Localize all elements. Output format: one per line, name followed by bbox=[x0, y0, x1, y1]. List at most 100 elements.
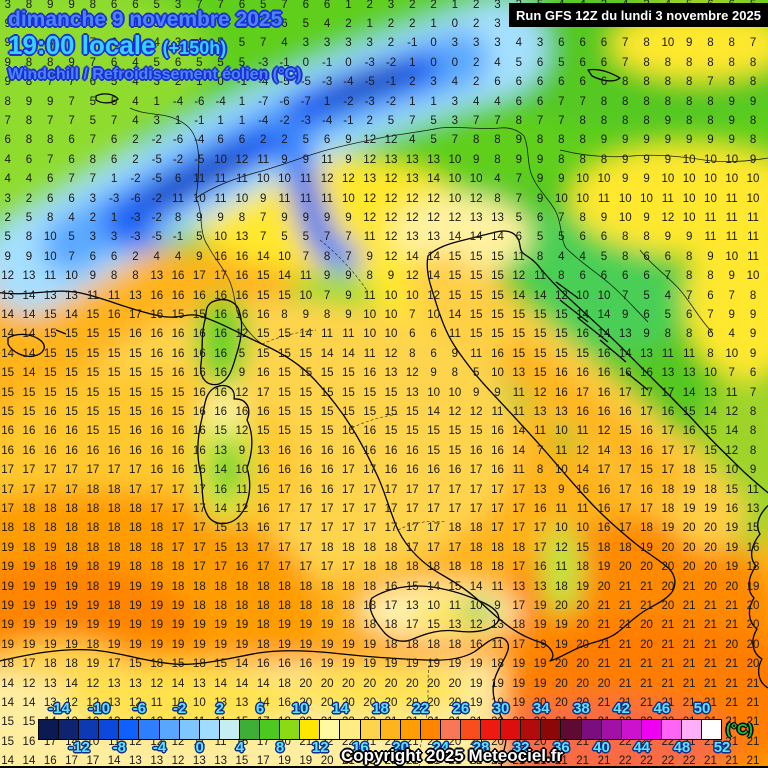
grid-value: 10 bbox=[278, 173, 291, 186]
grid-value: 6 bbox=[515, 95, 522, 108]
grid-value: 20 bbox=[746, 658, 760, 671]
grid-value: -4 bbox=[172, 95, 184, 108]
grid-value: 4 bbox=[153, 250, 160, 263]
grid-value: 18 bbox=[320, 580, 334, 593]
grid-value: 19 bbox=[129, 619, 142, 632]
grid-value: 6 bbox=[600, 37, 608, 50]
grid-value: 13 bbox=[554, 405, 568, 418]
grid-value: 10 bbox=[384, 289, 398, 302]
grid-value: 18 bbox=[107, 483, 121, 496]
grid-value: 2 bbox=[25, 192, 33, 205]
grid-value: 12 bbox=[235, 502, 249, 515]
grid-value: 4 bbox=[4, 153, 11, 166]
grid-value: 13 bbox=[405, 173, 419, 186]
grid-value: 15 bbox=[22, 405, 36, 418]
grid-value: 16 bbox=[22, 735, 36, 748]
grid-value: 21 bbox=[704, 696, 717, 709]
grid-value: 3 bbox=[89, 231, 97, 244]
grid-value: 6 bbox=[536, 211, 544, 224]
grid-value: 8 bbox=[622, 76, 629, 89]
grid-value: 17 bbox=[65, 483, 78, 496]
grid-value: 6 bbox=[579, 270, 586, 283]
grid-value: 11 bbox=[214, 735, 227, 748]
grid-value: 20 bbox=[342, 677, 355, 690]
grid-value: 7 bbox=[89, 37, 97, 50]
date-title: dimanche 9 novembre 2025 bbox=[8, 8, 283, 31]
grid-value: 14 bbox=[1, 308, 15, 321]
grid-value: 7 bbox=[345, 250, 352, 263]
grid-value: 18 bbox=[65, 541, 78, 554]
grid-value: -4 bbox=[258, 76, 269, 89]
grid-value: 16 bbox=[171, 367, 185, 380]
grid-value: 13 bbox=[43, 289, 57, 302]
grid-value: 17 bbox=[405, 483, 419, 496]
grid-value: 18 bbox=[129, 502, 142, 515]
grid-value: 11 bbox=[108, 289, 121, 302]
grid-value: 18 bbox=[192, 580, 206, 593]
grid-value: 6 bbox=[217, 17, 224, 30]
grid-value: 15 bbox=[533, 328, 547, 341]
grid-value: 17 bbox=[171, 502, 185, 515]
grid-value: 12 bbox=[65, 696, 78, 709]
grid-value: 16 bbox=[171, 347, 185, 360]
grid-value: 19 bbox=[682, 502, 696, 515]
grid-value: 12 bbox=[427, 192, 440, 205]
grid-value: 13 bbox=[43, 696, 57, 709]
grid-value: 21 bbox=[533, 755, 547, 768]
grid-value: 21 bbox=[704, 658, 717, 671]
grid-value: 14 bbox=[214, 677, 228, 690]
grid-value: 16 bbox=[363, 444, 377, 457]
grid-value: 21 bbox=[704, 619, 717, 632]
grid-value: 15 bbox=[65, 328, 78, 341]
grid-value: 6 bbox=[579, 76, 586, 89]
grid-value: 7 bbox=[409, 114, 416, 127]
grid-value: 16 bbox=[320, 444, 334, 457]
grid-value: -2 bbox=[130, 173, 141, 186]
grid-value: 17 bbox=[129, 483, 142, 496]
grid-value: -3 bbox=[109, 192, 120, 205]
grid-value: 11 bbox=[534, 270, 547, 283]
grid-value: 16 bbox=[214, 386, 228, 399]
grid-value: 10 bbox=[704, 173, 717, 186]
grid-value: 2 bbox=[132, 153, 139, 166]
grid-value: 19 bbox=[682, 483, 696, 496]
grid-value: 15 bbox=[512, 328, 526, 341]
grid-value: 19 bbox=[43, 541, 57, 554]
grid-value: 15 bbox=[554, 328, 568, 341]
grid-value: 21 bbox=[661, 658, 675, 671]
grid-value: 10 bbox=[299, 289, 313, 302]
grid-value: 15 bbox=[342, 386, 355, 399]
grid-value: 18 bbox=[554, 580, 568, 593]
grid-value: 14 bbox=[22, 328, 36, 341]
grid-value: 11 bbox=[235, 173, 248, 186]
grid-value: 7 bbox=[536, 114, 544, 127]
grid-value: 18 bbox=[22, 522, 36, 535]
scale-tick-label: -14 bbox=[48, 700, 70, 717]
grid-value: 6 bbox=[579, 231, 586, 244]
grid-value: 19 bbox=[533, 638, 547, 651]
grid-value: 5 bbox=[238, 347, 246, 360]
grid-value: 15 bbox=[469, 250, 483, 263]
grid-value: 9 bbox=[25, 95, 33, 108]
grid-value: 3 bbox=[174, 0, 182, 11]
grid-value: 19 bbox=[107, 619, 121, 632]
grid-value: 16 bbox=[256, 522, 270, 535]
grid-value: 14 bbox=[256, 250, 270, 263]
grid-value: 6 bbox=[110, 37, 118, 50]
grid-value: 13 bbox=[192, 755, 206, 768]
scale-tick-label: 48 bbox=[673, 739, 691, 756]
grid-value: 13 bbox=[363, 173, 377, 186]
grid-value: 16 bbox=[235, 270, 249, 283]
grid-value: 16 bbox=[22, 425, 36, 438]
grid-value: 3 bbox=[153, 114, 160, 127]
grid-value: 20 bbox=[704, 541, 717, 554]
grid-value: 20 bbox=[725, 580, 739, 593]
grid-value: 16 bbox=[427, 464, 440, 477]
scale-tick-label: -2 bbox=[172, 700, 187, 717]
grid-value: -3 bbox=[130, 211, 141, 224]
grid-value: 21 bbox=[661, 696, 675, 709]
grid-value: 19 bbox=[512, 677, 526, 690]
grid-value: 20 bbox=[661, 541, 675, 554]
grid-value: 17 bbox=[43, 464, 57, 477]
grid-value: 6 bbox=[579, 56, 586, 69]
